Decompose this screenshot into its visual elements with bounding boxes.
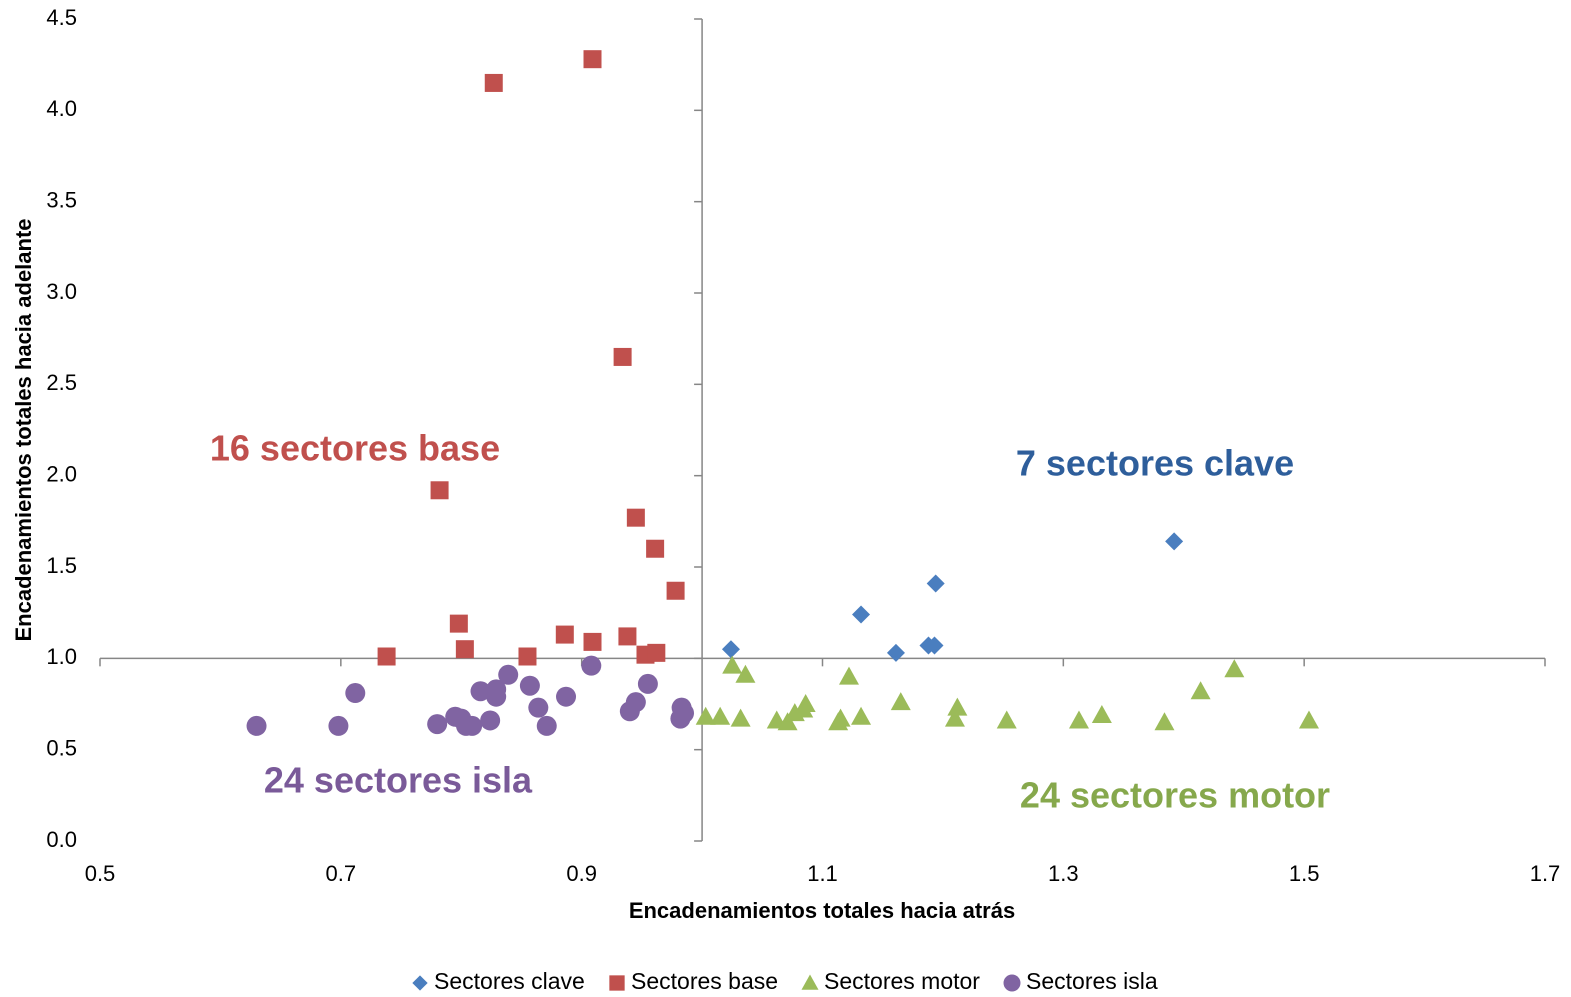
x-tick-label: 0.9 <box>566 861 597 886</box>
legend-marker <box>412 975 428 991</box>
legend-label: Sectores clave <box>434 968 585 994</box>
point <box>666 581 685 600</box>
point <box>427 714 448 735</box>
point <box>556 686 577 707</box>
legend-marker <box>609 975 625 991</box>
x-tick-label: 1.3 <box>1048 861 1079 886</box>
x-tick-label: 1.1 <box>807 861 838 886</box>
point <box>451 708 472 729</box>
x-tick-label: 0.5 <box>85 861 116 886</box>
y-tick-label: 0.0 <box>46 827 77 852</box>
y-tick-label: 3.0 <box>46 279 77 304</box>
point <box>486 686 507 707</box>
point <box>721 640 740 659</box>
point <box>328 715 349 736</box>
y-tick-label: 4.0 <box>46 96 77 121</box>
point <box>430 481 449 500</box>
point <box>518 647 537 666</box>
point <box>345 683 366 704</box>
point <box>1091 704 1112 723</box>
point <box>944 708 965 727</box>
point <box>793 699 814 718</box>
x-tick-label: 1.5 <box>1289 861 1320 886</box>
point <box>838 666 859 685</box>
point <box>581 655 602 676</box>
legend-marker <box>801 974 819 990</box>
x-axis-title: Encadenamientos totales hacia atrás <box>629 898 1015 923</box>
point <box>1298 710 1319 729</box>
annotation: 16 sectores base <box>210 428 500 469</box>
point <box>613 347 632 366</box>
point <box>484 73 503 92</box>
point <box>852 605 871 624</box>
x-tick-label: 1.7 <box>1530 861 1561 886</box>
annotation: 24 sectores motor <box>1020 775 1330 816</box>
y-tick-label: 4.5 <box>46 5 77 30</box>
point <box>851 706 872 725</box>
point <box>455 640 474 659</box>
point <box>890 692 911 711</box>
x-tick-label: 0.7 <box>326 861 357 886</box>
annotation: 7 sectores clave <box>1016 443 1294 484</box>
point <box>647 643 666 662</box>
point <box>926 574 945 593</box>
point <box>246 715 267 736</box>
point <box>947 697 968 716</box>
point <box>886 643 905 662</box>
point <box>625 692 646 713</box>
point <box>1190 681 1211 700</box>
point <box>646 539 665 558</box>
y-tick-label: 2.5 <box>46 370 77 395</box>
point <box>722 655 743 674</box>
point <box>996 710 1017 729</box>
point <box>449 614 468 633</box>
point <box>583 50 602 69</box>
point <box>528 697 549 718</box>
point <box>1165 532 1184 551</box>
point <box>674 703 695 724</box>
point <box>618 627 637 646</box>
point <box>498 664 519 685</box>
y-tick-label: 1.0 <box>46 644 77 669</box>
point <box>480 710 501 731</box>
y-axis-title: Encadenamientos totales hacia adelante <box>11 218 36 641</box>
point <box>735 664 756 683</box>
point <box>710 706 731 725</box>
point <box>555 625 574 644</box>
point <box>777 712 798 731</box>
y-tick-label: 1.5 <box>46 553 77 578</box>
y-tick-label: 3.5 <box>46 187 77 212</box>
point <box>925 636 944 655</box>
legend-label: Sectores isla <box>1026 968 1158 994</box>
y-tick-label: 2.0 <box>46 461 77 486</box>
point <box>1154 712 1175 731</box>
point <box>830 708 851 727</box>
point <box>377 647 396 666</box>
point <box>519 675 540 696</box>
point <box>470 681 491 702</box>
point <box>626 508 645 527</box>
annotation: 24 sectores isla <box>264 760 533 801</box>
y-tick-label: 0.5 <box>46 735 77 760</box>
point <box>536 715 557 736</box>
legend-label: Sectores base <box>631 968 778 994</box>
legend-label: Sectores motor <box>824 968 980 994</box>
point <box>730 708 751 727</box>
point <box>637 673 658 694</box>
point <box>583 632 602 651</box>
point <box>1068 710 1089 729</box>
point <box>695 706 716 725</box>
point <box>1224 659 1245 678</box>
legend-marker <box>1003 974 1021 992</box>
